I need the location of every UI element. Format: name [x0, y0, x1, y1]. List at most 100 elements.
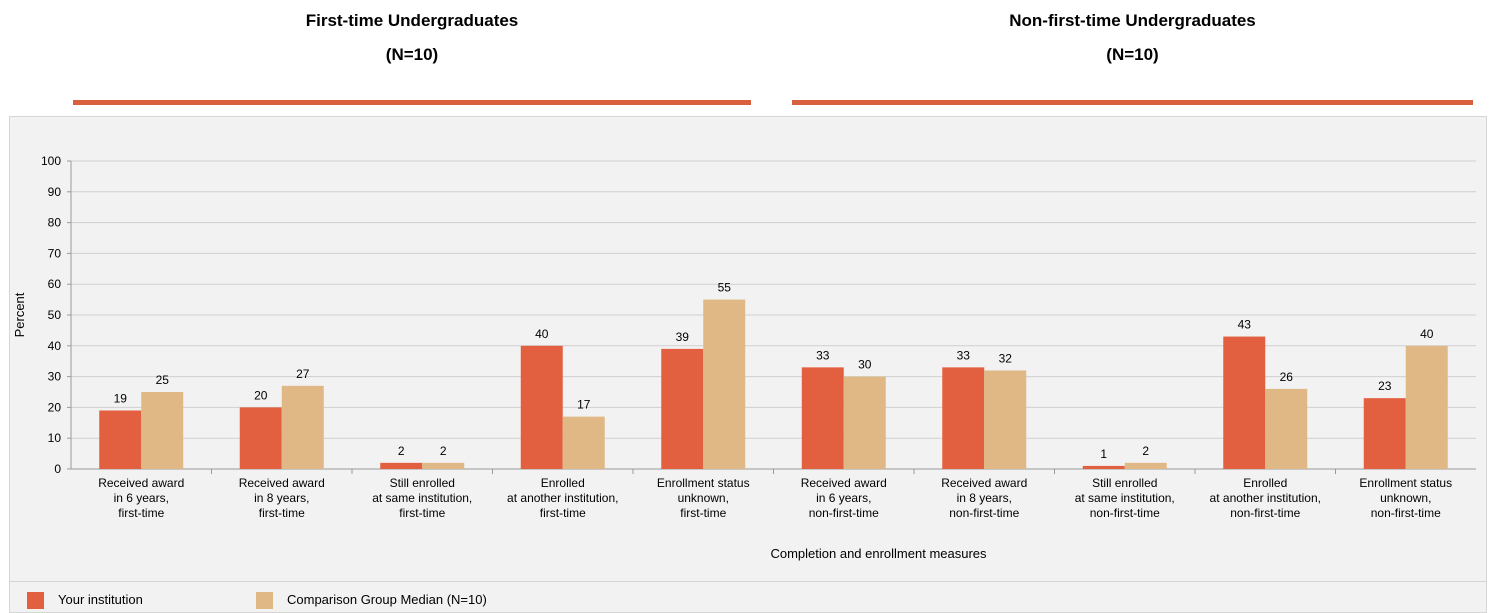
- group-underline-first-time: [73, 100, 751, 105]
- y-tick-label: 80: [48, 216, 62, 230]
- y-tick-label: 60: [48, 277, 62, 291]
- bar-institution: [239, 407, 282, 469]
- category-label: at same institution,: [372, 491, 472, 505]
- category-label: non-first-time: [1371, 506, 1441, 520]
- category-label: Still enrolled: [390, 476, 455, 490]
- category-label: Received award: [98, 476, 184, 490]
- bar-institution: [1082, 465, 1125, 469]
- bar-comparison: [422, 462, 465, 469]
- group-count: (N=10): [1106, 45, 1159, 64]
- data-label: 55: [718, 281, 732, 295]
- y-tick-label: 90: [48, 185, 62, 199]
- data-label: 23: [1378, 379, 1392, 393]
- category-label: Enrolled: [1243, 476, 1287, 490]
- bar-institution: [380, 462, 423, 469]
- chart-panel: 0 10 20 30 40 50 60 70 80 90 100 Percent 19 25 Receive…: [9, 116, 1487, 613]
- bar-institution: [661, 348, 704, 469]
- legend: Your institution Comparison Group Median…: [9, 581, 1487, 613]
- data-label: 25: [156, 373, 170, 387]
- category-label: Enrolled: [541, 476, 585, 490]
- data-label: 27: [296, 367, 310, 381]
- category-label: unknown,: [1380, 491, 1431, 505]
- y-tick-label: 50: [48, 308, 62, 322]
- category-label: first-time: [399, 506, 445, 520]
- category-label: Still enrolled: [1092, 476, 1157, 490]
- bar-comparison: [984, 370, 1027, 469]
- data-label: 20: [254, 388, 268, 402]
- bar-comparison: [1124, 462, 1167, 469]
- bar-comparison: [562, 416, 605, 469]
- data-label: 2: [398, 444, 405, 458]
- category-label: first-time: [118, 506, 164, 520]
- data-label: 39: [676, 330, 690, 344]
- bar-chart: 0 10 20 30 40 50 60 70 80 90 100 Percent 19 25 Receive…: [12, 154, 1476, 561]
- category-label: first-time: [680, 506, 726, 520]
- category-label: at same institution,: [1075, 491, 1175, 505]
- data-label: 32: [999, 351, 1013, 365]
- y-tick-label: 0: [54, 462, 61, 476]
- y-tick-label: 40: [48, 339, 62, 353]
- group-header-non-first-time: Non-first-time Undergraduates (N=10): [792, 0, 1473, 66]
- category-label: non-first-time: [809, 506, 879, 520]
- bar-comparison: [141, 392, 184, 469]
- category-label: at another institution,: [507, 491, 618, 505]
- data-label: 40: [1420, 327, 1434, 341]
- category-label: non-first-time: [1090, 506, 1160, 520]
- data-label: 19: [114, 391, 128, 405]
- group-underline-non-first-time: [792, 100, 1473, 105]
- data-label: 1: [1100, 447, 1107, 461]
- bar-institution: [942, 367, 985, 469]
- category-label: unknown,: [678, 491, 729, 505]
- bar-institution: [99, 410, 142, 469]
- category-label: Received award: [239, 476, 325, 490]
- group-title: First-time Undergraduates: [305, 11, 519, 30]
- y-tick-label: 70: [48, 246, 62, 260]
- category-label: at another institution,: [1210, 491, 1321, 505]
- category-label: in 8 years,: [957, 491, 1012, 505]
- y-tick-label: 100: [41, 154, 61, 168]
- category-label: in 8 years,: [254, 491, 309, 505]
- y-tick-label: 20: [48, 400, 62, 414]
- bar-comparison: [1405, 345, 1448, 469]
- category-label: Enrollment status: [657, 476, 750, 490]
- data-label: 2: [440, 444, 447, 458]
- data-label: 2: [1142, 444, 1149, 458]
- x-axis-title: Completion and enrollment measures: [770, 546, 987, 561]
- legend-label-comparison: Comparison Group Median (N=10): [287, 592, 487, 607]
- category-label: first-time: [540, 506, 586, 520]
- data-label: 33: [957, 348, 971, 362]
- bar-institution: [1223, 336, 1266, 469]
- group-header-first-time: First-time Undergraduates (N=10): [73, 0, 751, 66]
- bar-institution: [801, 367, 844, 469]
- data-label: 33: [816, 348, 830, 362]
- category-label: in 6 years,: [816, 491, 871, 505]
- data-label: 43: [1238, 318, 1252, 332]
- bar-institution: [1363, 398, 1406, 469]
- group-count: (N=10): [385, 45, 439, 64]
- group-title: Non-first-time Undergraduates: [1009, 11, 1256, 30]
- category-label: first-time: [259, 506, 305, 520]
- bar-institution: [520, 345, 563, 469]
- category-label: non-first-time: [949, 506, 1019, 520]
- bar-comparison: [703, 299, 746, 469]
- y-tick-label: 30: [48, 370, 62, 384]
- category-label: Enrollment status: [1359, 476, 1452, 490]
- category-label: Received award: [801, 476, 887, 490]
- data-label: 40: [535, 327, 549, 341]
- category-label: non-first-time: [1230, 506, 1300, 520]
- bar-comparison: [843, 376, 886, 469]
- legend-item-comparison: Comparison Group Median (N=10): [256, 592, 487, 609]
- bar-comparison: [281, 385, 324, 469]
- data-label: 17: [577, 398, 591, 412]
- category-label: in 6 years,: [114, 491, 169, 505]
- legend-swatch-institution: [27, 592, 44, 609]
- y-axis-title: Percent: [12, 292, 27, 337]
- category-label: Received award: [941, 476, 1027, 490]
- legend-label-institution: Your institution: [58, 592, 143, 607]
- data-label: 26: [1280, 370, 1294, 384]
- y-tick-label: 10: [48, 431, 62, 445]
- legend-item-institution: Your institution: [27, 592, 143, 609]
- data-label: 30: [858, 358, 872, 372]
- bar-comparison: [1265, 388, 1308, 469]
- legend-swatch-comparison: [256, 592, 273, 609]
